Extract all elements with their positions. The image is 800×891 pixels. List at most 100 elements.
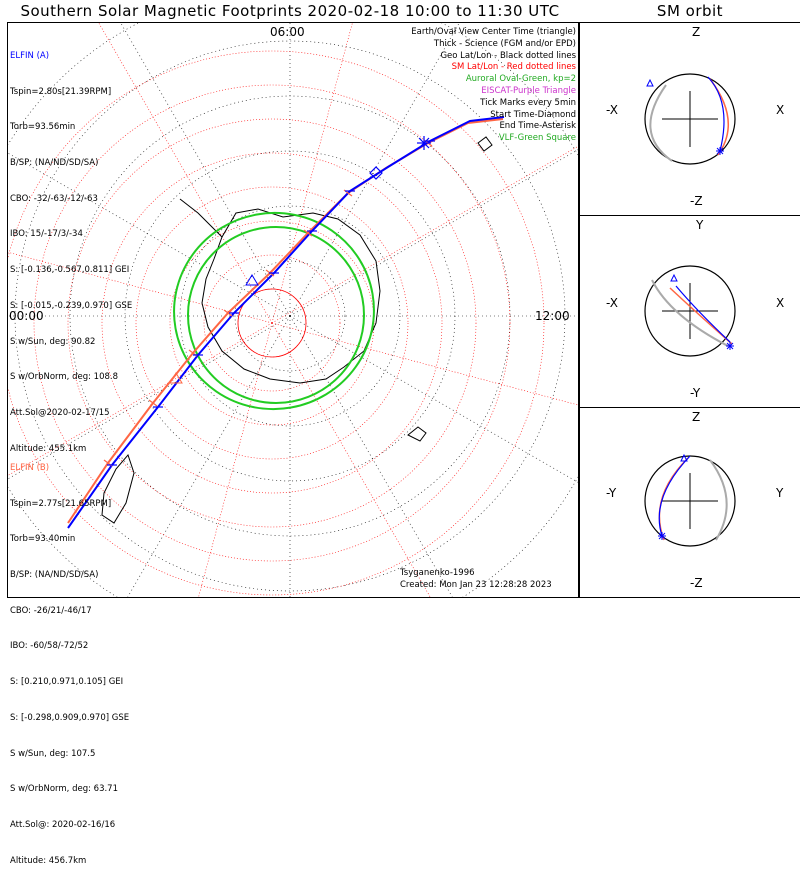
elfin-b-line: Att.Sol@: 2020-02-16/16 [10,820,116,830]
elfin-b-line: S w/OrbNorm, deg: 63.71 [10,784,119,795]
elfin-b-info: ELFIN (B) Tspin=2.77s[21.65RPM] Torb=93.… [10,439,129,891]
map-label-right: 12:00 [535,309,570,323]
elfin-a-line: S w/Sun, deg: 90.82 [10,336,96,347]
sm-xy-right-label: X [776,296,785,310]
sm-lon-line [8,251,273,324]
earth-outline [644,73,736,165]
elfin-b-line: S: [0.210,0.971,0.105] GEI [10,677,124,688]
geo-lat-circle [234,260,346,372]
elfin-a-orbit [675,285,731,343]
elfin-a-end-asterisk [418,137,430,149]
legend-entry: EISCAT-Purple Triangle [481,85,576,96]
sm-lon-line [271,145,578,324]
elfin-b-line: Torb=93.40min [10,534,76,545]
sm-orbit-plot-xy [644,265,736,357]
sm-orbit-plot-xz [644,73,736,165]
sm-xz-top-label: Z [692,25,701,39]
sm-lat-circle [8,50,545,596]
elfin-a-orbit [658,455,691,537]
elfin-b-orbit [658,457,689,541]
geo-lon-line [289,315,578,483]
legend-entry: Tick Marks every 5min [480,97,576,108]
south-america-coastline [101,454,135,524]
earth-outline [644,265,736,357]
sm-lon-line [98,23,273,324]
sm-lat-circle [33,84,511,562]
geo-lat-circle [179,205,401,427]
sm-orbit-panel-xz: Z -Z -X X [579,22,800,216]
footprint-map-panel: 06:00 00:00 12:00 ELFIN (A) Tspin=2.80s[… [7,22,579,866]
sm-lat-circle [67,118,477,528]
legend-entry: SM Lat/Lon - Red dotted lines [451,62,576,73]
sm-yz-bottom-label: -Z [690,576,703,590]
sm-lat-circle [101,152,443,494]
elfin-b-name: ELFIN (B) [10,462,50,473]
sm-yz-right-label: Y [776,486,784,500]
legend-entry: Earth/Oval View Center Time (triangle) [411,27,576,37]
view-center-triangle [680,453,688,462]
sm-orbit-panel-xy: Y -Y -X X [579,215,800,408]
sm-lon-line [271,322,431,597]
elfin-a-start-diamond [369,166,383,180]
sm-xy-bottom-label: -Y [690,386,701,400]
footprint-map [8,23,578,597]
elfin-a-line: IBO: 15/-17/3/-34 [10,229,83,240]
sm-orbit-plot-yz [644,453,736,547]
legend-entry: Auroral Oval-Green, kp=2 [465,74,576,85]
sm-yz-top-label: Z [692,410,701,424]
elfin-a-line: Tspin=2.80s[21.39RPM] [10,86,112,97]
view-center-triangle [646,78,654,87]
elfin-b-tick [223,309,233,317]
chart-title: Southern Solar Magnetic Footprints 2020-… [20,2,560,20]
sm-xy-top-label: Y [696,218,704,232]
sm-lat-circle [135,186,409,460]
elfin-a-orbit [707,76,725,152]
sm-xz-bottom-label: -Z [690,194,703,208]
elfin-b-line: S: [-0.298,0.909,0.970] GSE [10,712,130,723]
elfin-a-line: B/SP: (NA/ND/SD/SA) [10,157,99,168]
elfin-b-line: IBO: -60/58/-72/52 [10,641,89,652]
elfin-a-info: ELFIN (A) Tspin=2.80s[21.39RPM] Torb=93.… [10,27,132,479]
sm-orbit-title: SM orbit [656,2,724,20]
model-credit: Tsyganenko-1996 [400,568,475,578]
auroral-oval-inner [187,226,365,404]
orbit-track-gray [649,84,673,162]
auroral-oval-outer [173,211,375,411]
legend-entry: Geo Lat/Lon - Black dotted lines [440,50,576,61]
orbit-track-gray [709,459,728,541]
elfin-a-name: ELFIN (A) [10,50,50,61]
elfin-a-line: Att.Sol@2020-02-17/15 [10,408,110,418]
elfin-a-line: CBO: -32/-63/-12/-63 [10,193,98,204]
elfin-a-line: S: [-0.015,-0.239,0.970] GSE [10,300,133,311]
island-coastline [407,426,427,442]
elfin-b-line: S w/Sun, deg: 107.5 [10,748,96,759]
sm-yz-left-label: -Y [606,486,617,500]
sm-xz-left-label: -X [606,103,618,117]
island-coastline [477,136,493,152]
elfin-b-line: Tspin=2.77s[21.65RPM] [10,498,112,509]
elfin-b-line: B/SP: (NA/ND/SD/SA) [10,569,99,580]
elfin-b-view-triangle [169,372,183,384]
antarctic-peninsula [179,198,223,238]
elfin-a-line: S: [-0.136,-0.567,0.811] GEI [10,265,130,276]
sm-lon-line [271,23,353,324]
sm-lon-line [198,322,273,597]
map-label-top: 06:00 [270,25,305,39]
elfin-b-tick [303,229,313,237]
elfin-b-line: CBO: -26/21/-46/17 [10,605,92,616]
elfin-b-orbit [709,78,729,156]
orbit-track-gray [651,279,729,347]
legend-entry: Thick - Science (FGM and/or EPD) [433,38,576,49]
sm-orbit-panel-yz: Z -Z -Y Y [579,407,800,598]
sm-xy-left-label: -X [606,296,618,310]
geo-lat-circle [14,40,566,592]
sm-lat-circle [203,254,341,392]
end-asterisk [658,532,666,540]
sm-lon-line [8,322,273,476]
elfin-b-footprint-track [67,118,504,524]
elfin-a-line: Torb=93.56min [10,122,76,133]
sm-lon-line [271,322,578,406]
elfin-a-line: S w/OrbNorm, deg: 108.8 [10,372,119,383]
view-center-triangle [670,273,678,282]
elfin-b-line: Altitude: 456.7km [10,855,87,866]
